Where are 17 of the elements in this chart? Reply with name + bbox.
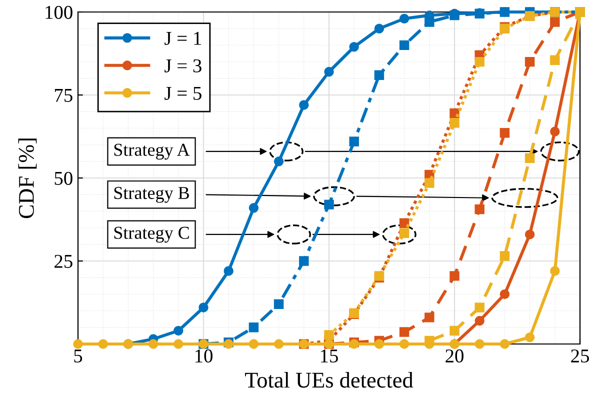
legend-label: J = 5 [164, 86, 202, 100]
annotation: Strategy C [114, 226, 189, 243]
x-tick-label: 10 [195, 349, 212, 363]
x-tick-label: 5 [74, 350, 82, 363]
legend-label: J = 1 [164, 32, 201, 45]
legend-label: J = 3 [164, 59, 202, 72]
y-tick-label: 100 [46, 6, 72, 19]
x-axis-title: Total UEs detected [245, 372, 414, 388]
x-tick-label: 25 [571, 349, 589, 363]
annotation: Strategy A [114, 144, 190, 160]
annotation: Strategy B [114, 186, 189, 203]
y-tick-label: 50 [54, 172, 72, 185]
x-tick-label: 20 [446, 349, 464, 363]
y-tick-label: 25 [54, 254, 72, 268]
x-tick-label: 15 [320, 350, 338, 363]
y-axis-title: CDF [%] [18, 138, 37, 218]
y-tick-label: 75 [54, 89, 72, 102]
